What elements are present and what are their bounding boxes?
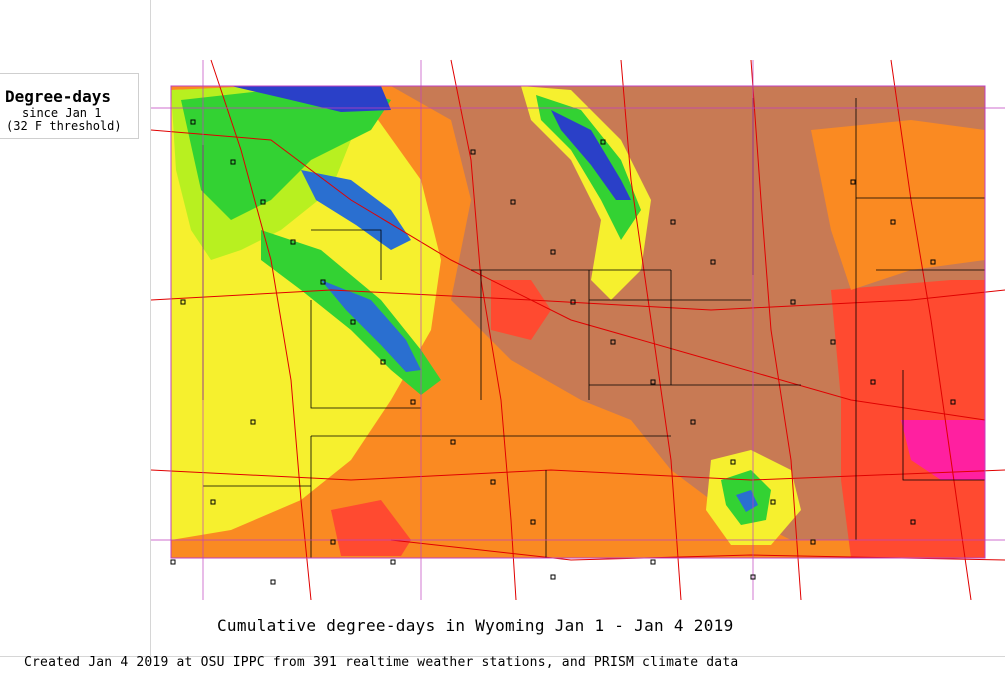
zone-blue-absaroka (301, 170, 411, 250)
state-grid-lines (151, 60, 1005, 600)
state-border (170, 85, 986, 559)
legend-title: Degree-days (5, 87, 111, 106)
legend-box (0, 73, 139, 139)
wyoming-degree-day-map (150, 0, 1005, 601)
map-title: Cumulative degree-days in Wyoming Jan 1 … (217, 616, 734, 635)
zone-blue-southeast (736, 490, 758, 512)
frame-bottom-line (0, 656, 1005, 657)
roads (150, 59, 1005, 601)
map-svg (150, 59, 1005, 601)
zone-red-east (831, 280, 985, 558)
zone-blue-bighorn (551, 110, 631, 200)
zone-orange-east (811, 120, 985, 290)
zone-magenta-east (901, 420, 985, 480)
zone-red-south (331, 500, 411, 556)
frame-left-line (150, 0, 151, 656)
credit-line: Created Jan 4 2019 at OSU IPPC from 391 … (24, 655, 739, 670)
legend-subtitle-since: since Jan 1 (22, 106, 102, 120)
zone-green-north (181, 88, 391, 220)
station-markers (170, 119, 956, 585)
zone-blue-north (231, 86, 391, 112)
zone-yellow-bighorn (521, 86, 651, 300)
legend-subtitle-threshold: (32 F threshold) (6, 119, 122, 133)
zone-blue-windriver (321, 280, 421, 372)
zone-red-middle (491, 280, 551, 340)
